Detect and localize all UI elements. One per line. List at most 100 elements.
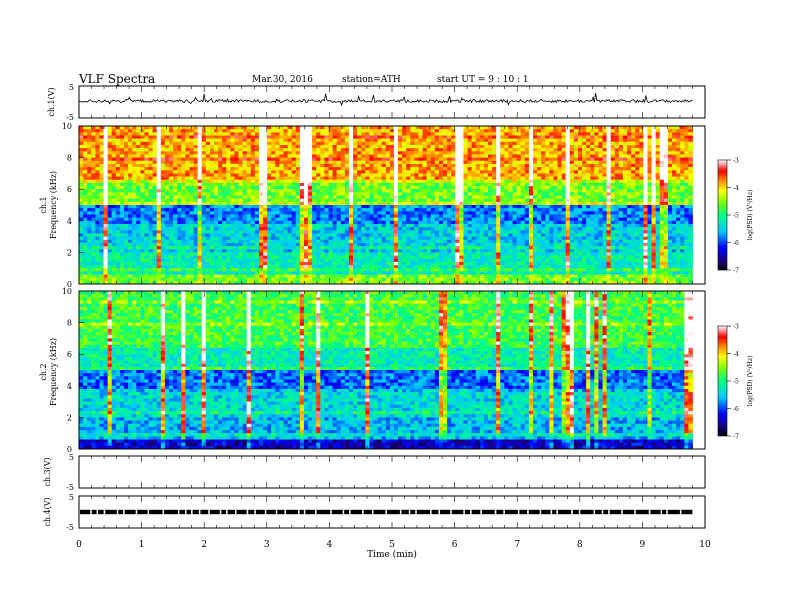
spectrogram-cell — [426, 154, 432, 158]
spectrogram-cell — [402, 154, 407, 158]
spectrogram-cell — [164, 144, 170, 149]
spectrogram-cell — [242, 182, 248, 187]
spectrogram-cell — [348, 132, 354, 136]
spectrogram-cell — [377, 148, 383, 152]
spectrogram-cell — [643, 144, 648, 149]
spectrogram-cell — [299, 214, 305, 219]
spectrogram-cell — [87, 129, 92, 133]
spectrogram-cell — [606, 132, 612, 136]
spectrogram-cell — [160, 132, 166, 136]
spectrogram-cell — [238, 138, 243, 143]
spectrogram-cell — [602, 173, 607, 177]
spectrogram-cell — [99, 223, 104, 228]
spectrogram-cell — [504, 223, 509, 228]
spectrogram-cell — [79, 182, 84, 187]
spectrogram-cell — [492, 151, 497, 155]
spectrogram-cell — [426, 211, 432, 215]
spectrogram-cell — [385, 208, 391, 212]
spectrogram-cell — [267, 176, 272, 181]
spectrogram-cell — [635, 170, 640, 174]
spectrogram-cell — [344, 160, 350, 165]
spectrogram-cell — [430, 205, 436, 209]
spectrogram-cell — [275, 214, 280, 219]
spectrogram-cell — [336, 220, 342, 225]
spectrogram-cell — [414, 132, 419, 136]
spectrogram-cell — [87, 182, 92, 187]
spectrogram-cell — [119, 170, 125, 174]
spectrogram-cell — [500, 129, 505, 133]
spectrogram-cell — [230, 214, 235, 219]
spectrogram-cell — [258, 192, 264, 196]
spectrogram-cell — [500, 227, 505, 231]
spectrogram-cell — [344, 195, 350, 200]
spectrogram-cell — [107, 138, 113, 143]
spectrogram-cell — [651, 126, 657, 130]
spectrogram-cell — [95, 182, 100, 187]
spectrogram-cell — [83, 192, 88, 196]
spectrogram-cell — [545, 227, 550, 231]
spectrogram-cell — [381, 205, 387, 209]
spectrogram-cell — [672, 201, 677, 206]
spectrogram-cell — [659, 154, 665, 158]
spectrogram-cell — [238, 217, 243, 222]
spectrogram-cell — [193, 148, 199, 152]
spectrogram-cell — [639, 201, 644, 206]
spectrogram-cell — [181, 189, 186, 193]
spectrogram-cell — [218, 141, 223, 146]
spectrogram-cell — [643, 201, 648, 206]
spectrogram-cell — [655, 217, 661, 222]
spectrogram-cell — [144, 195, 149, 200]
spectrogram-cell — [541, 182, 546, 187]
spectrogram-cell — [95, 223, 100, 228]
spectrogram-cell — [467, 135, 473, 140]
spectrogram-cell — [279, 186, 284, 190]
spectrogram-cell — [340, 195, 346, 200]
spectrogram-cell — [418, 201, 423, 206]
spectrogram-cell — [385, 160, 391, 165]
spectrogram-cell — [140, 227, 145, 231]
spectrogram-cell — [209, 230, 215, 234]
spectrogram-cell — [263, 189, 268, 193]
spectrogram-cell — [87, 220, 92, 225]
spectrogram-cell — [107, 148, 113, 152]
spectrogram-cell — [87, 201, 92, 206]
spectrogram-cell — [639, 227, 644, 231]
spectrogram-cell — [348, 148, 354, 152]
spectrogram-cell — [389, 217, 395, 222]
spectrogram-cell — [663, 223, 669, 228]
spectrogram-cell — [492, 189, 497, 193]
spectrogram-cell — [451, 179, 456, 184]
spectrogram-cell — [168, 182, 174, 187]
spectrogram-cell — [602, 217, 607, 222]
spectrogram-cell — [667, 214, 673, 219]
spectrogram-cell — [565, 176, 571, 181]
spectrogram-cell — [254, 179, 260, 184]
spectrogram-cell — [528, 138, 534, 143]
spectrogram-cell — [111, 208, 117, 212]
spectrogram-cell — [573, 167, 579, 171]
spectrogram-cell — [185, 201, 190, 206]
spectrogram-cell — [230, 148, 235, 152]
spectrogram-cell — [622, 220, 628, 225]
spectrogram-cell — [659, 227, 665, 231]
spectrogram-cell — [512, 129, 518, 133]
spectrogram-cell — [357, 176, 362, 181]
spectrogram-cell — [508, 138, 513, 143]
spectrogram-cell — [156, 179, 162, 184]
spectrogram-cell — [622, 179, 628, 184]
spectrogram-cell — [541, 186, 546, 190]
spectrogram-cell — [590, 217, 595, 222]
spectrogram-cell — [463, 138, 468, 143]
spectrogram-cell — [283, 198, 288, 203]
spectrogram-cell — [156, 211, 162, 215]
spectrogram-cell — [258, 126, 264, 130]
spectrogram-cell — [230, 135, 235, 140]
spectrogram-cell — [520, 141, 526, 146]
spectrogram-cell — [504, 170, 509, 174]
spectrogram-cell — [369, 151, 374, 155]
spectrogram-cell — [622, 138, 628, 143]
spectrogram-cell — [295, 195, 301, 200]
spectrogram-cell — [209, 182, 215, 187]
spectrogram-cell — [144, 208, 149, 212]
spectrogram-cell — [496, 138, 501, 143]
